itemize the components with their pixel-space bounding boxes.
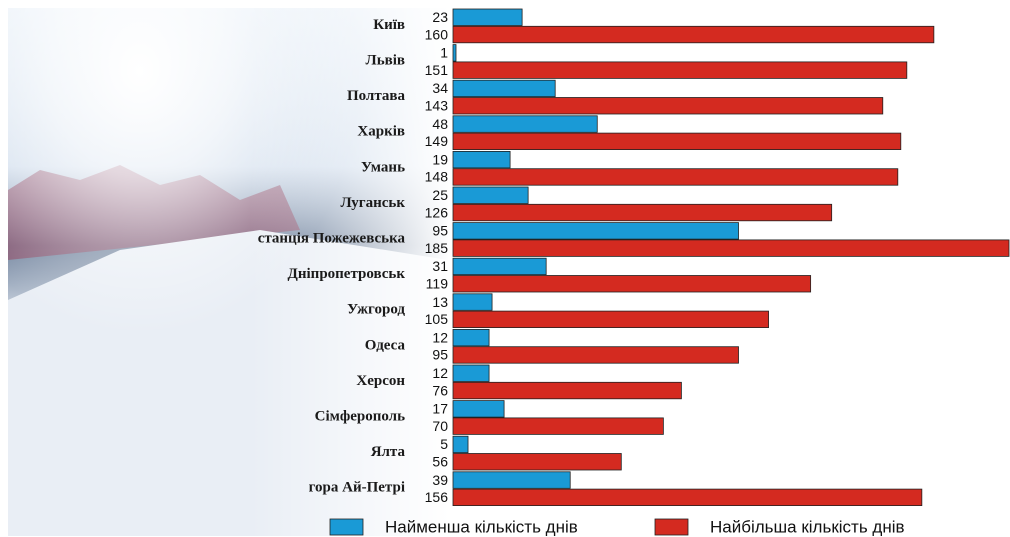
category-label: Львів <box>366 53 405 69</box>
category-label: Одеса <box>365 337 406 353</box>
category-label: Херсон <box>356 373 405 389</box>
category-label: Київ <box>373 17 405 33</box>
value-label: 119 <box>426 275 449 291</box>
legend-label: Найменша кількість днів <box>385 517 578 536</box>
bar <box>453 80 555 97</box>
value-label: 156 <box>425 489 449 505</box>
value-label: 143 <box>425 97 449 113</box>
value-label: 25 <box>432 187 448 203</box>
bar <box>453 382 681 399</box>
category-label: Сімферополь <box>315 409 405 425</box>
value-label: 56 <box>432 453 448 469</box>
category-label: Ялта <box>371 444 406 460</box>
value-label: 23 <box>432 9 448 25</box>
value-label: 185 <box>425 240 449 256</box>
bar <box>453 45 456 62</box>
bar <box>453 401 504 418</box>
bar <box>453 98 883 115</box>
bar <box>453 276 811 293</box>
bar <box>453 418 663 435</box>
value-label: 149 <box>425 133 449 149</box>
bar <box>453 365 489 382</box>
legend-swatch <box>330 519 363 535</box>
bar <box>453 204 832 221</box>
category-label: Умань <box>361 159 405 175</box>
bar <box>453 454 621 471</box>
bar <box>453 240 1009 257</box>
category-label: Полтава <box>347 88 406 104</box>
value-label: 70 <box>432 418 448 434</box>
category-label: Дніпропетровськ <box>288 266 406 282</box>
value-label: 48 <box>432 116 448 132</box>
value-label: 39 <box>432 472 448 488</box>
bar <box>453 472 570 489</box>
value-label: 34 <box>432 80 448 96</box>
bar <box>453 9 522 26</box>
value-label: 95 <box>432 223 448 239</box>
category-label: Луганськ <box>341 195 406 211</box>
category-label: Харків <box>357 124 405 140</box>
bar <box>453 151 510 168</box>
value-label: 17 <box>432 401 448 417</box>
bar <box>453 489 922 506</box>
value-label: 148 <box>425 169 449 185</box>
value-label: 13 <box>432 294 448 310</box>
bar <box>453 347 739 364</box>
category-label: станція Пожежевська <box>258 231 406 247</box>
legend-label: Найбільша кількість днів <box>710 517 905 536</box>
bar <box>453 116 597 133</box>
bar <box>453 187 528 204</box>
value-label: 19 <box>432 151 448 167</box>
bar <box>453 133 901 150</box>
value-label: 151 <box>425 62 449 78</box>
legend-swatch <box>655 519 688 535</box>
bar <box>453 329 489 346</box>
value-label: 95 <box>432 347 448 363</box>
category-label: гора Ай-Петрі <box>309 480 405 496</box>
bar <box>453 311 769 328</box>
value-label: 5 <box>440 436 448 452</box>
value-label: 12 <box>432 365 448 381</box>
bar <box>453 26 934 43</box>
chart: Київ23160Львів1151Полтава34143Харків4814… <box>0 0 1010 537</box>
value-label: 105 <box>425 311 449 327</box>
bar <box>453 62 907 79</box>
value-label: 126 <box>425 204 449 220</box>
bar <box>453 258 546 275</box>
value-label: 76 <box>432 382 448 398</box>
value-label: 1 <box>440 45 448 61</box>
bar <box>453 223 739 240</box>
value-label: 160 <box>425 26 449 42</box>
value-label: 12 <box>432 329 448 345</box>
bar <box>453 294 492 311</box>
category-label: Ужгород <box>347 302 405 318</box>
bar <box>453 169 898 186</box>
bar <box>453 436 468 453</box>
value-label: 31 <box>432 258 448 274</box>
legend: Найменша кількість днів Найбільша кількіс… <box>330 517 905 536</box>
